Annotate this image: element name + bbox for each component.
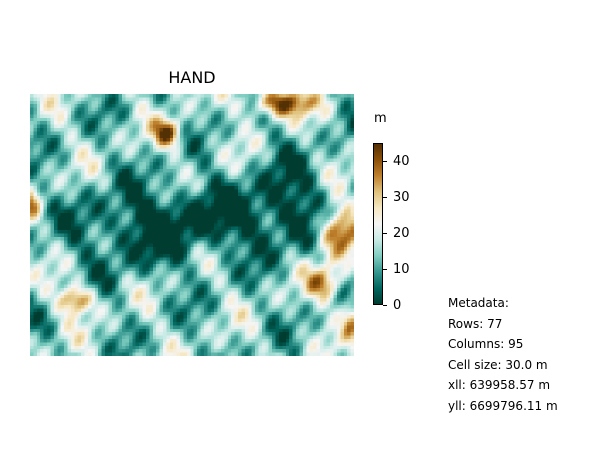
- colorbar: [373, 143, 383, 305]
- colorbar-tick-label: 40: [393, 153, 410, 169]
- colorbar-tick: [383, 232, 387, 234]
- colorbar-tick-label: 20: [393, 225, 410, 241]
- map-title: HAND: [168, 68, 216, 87]
- metadata-xll: xll: 639958.57 m: [448, 378, 551, 392]
- metadata-heading: Metadata:: [448, 296, 509, 310]
- colorbar-tick-label: 0: [393, 297, 402, 313]
- colorbar-tick-label: 30: [393, 189, 410, 205]
- hand-raster-map[interactable]: [30, 94, 354, 356]
- metadata-panel: Metadata: Rows: 77 Columns: 95 Cell size…: [448, 293, 558, 416]
- metadata-rows: Rows: 77: [448, 316, 503, 331]
- colorbar-tick-label: 10: [393, 261, 410, 277]
- colorbar-tick: [383, 304, 387, 306]
- colorbar-tick: [383, 268, 387, 270]
- colorbar-unit: m: [374, 111, 387, 126]
- metadata-columns: Columns: 95: [448, 337, 524, 351]
- metadata-cell-size: Cell size: 30.0 m: [448, 357, 548, 372]
- colorbar-tick: [383, 160, 387, 162]
- metadata-yll: yll: 6699796.11 m: [448, 398, 558, 413]
- colorbar-tick: [383, 196, 387, 198]
